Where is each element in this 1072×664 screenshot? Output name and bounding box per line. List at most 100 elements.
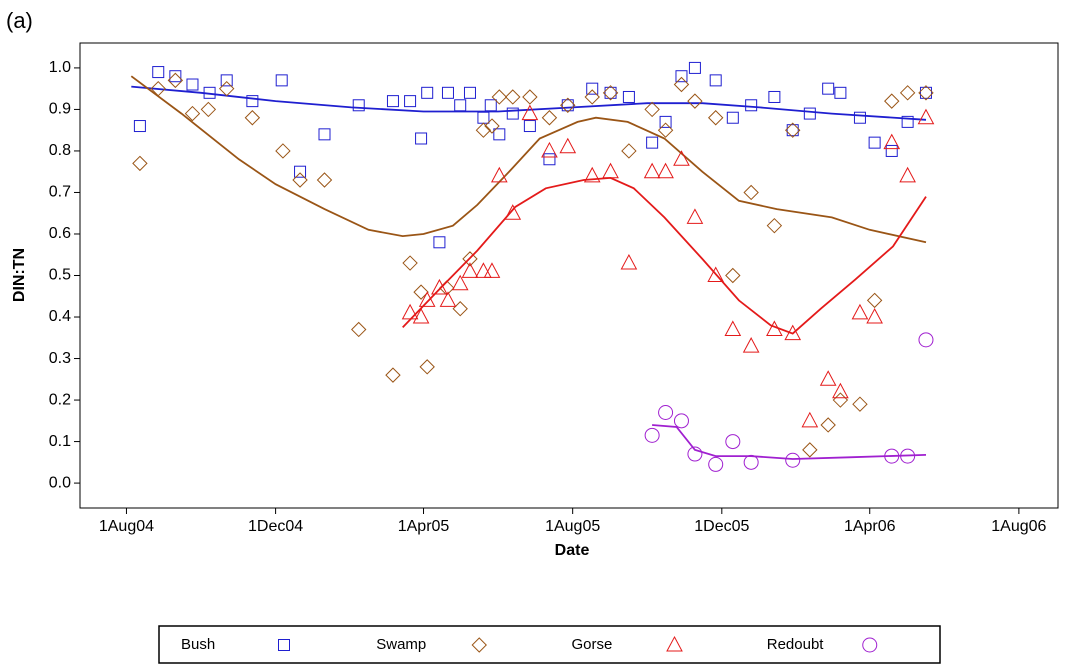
point <box>885 144 898 157</box>
point <box>918 332 934 348</box>
point <box>433 236 446 249</box>
y-tick-label: 0.9 <box>49 101 71 118</box>
point <box>483 262 501 278</box>
point <box>541 110 558 126</box>
point <box>644 427 660 443</box>
y-tick-label: 0.8 <box>49 142 71 159</box>
point <box>643 162 661 179</box>
point <box>318 128 331 141</box>
point <box>133 120 146 133</box>
point <box>785 122 801 138</box>
point <box>186 78 199 91</box>
x-tick-label: 1Dec04 <box>248 518 303 535</box>
point <box>622 90 635 103</box>
point <box>584 89 600 105</box>
legend-marker <box>471 637 487 653</box>
point <box>900 448 916 464</box>
point <box>421 86 434 99</box>
point <box>493 128 506 141</box>
point <box>803 107 816 120</box>
point <box>743 454 759 470</box>
point <box>490 166 508 183</box>
legend-label: Bush <box>181 636 215 653</box>
point <box>462 251 478 267</box>
fit-line <box>131 85 927 121</box>
point <box>454 99 467 112</box>
point <box>385 367 401 383</box>
fit-line <box>402 176 927 335</box>
point <box>431 278 448 295</box>
point <box>658 405 674 421</box>
point <box>707 110 724 126</box>
point <box>687 446 703 462</box>
legend-marker <box>666 635 683 652</box>
x-tick-label: 1Aug06 <box>991 518 1046 535</box>
point <box>167 72 184 89</box>
y-tick-label: 0.6 <box>49 225 71 242</box>
point <box>657 122 674 138</box>
point <box>725 267 741 284</box>
point <box>200 101 217 118</box>
y-tick-label: 0.4 <box>49 308 71 325</box>
point <box>724 320 742 336</box>
point <box>275 143 291 159</box>
point <box>150 80 166 97</box>
point <box>802 442 818 458</box>
point <box>602 162 619 179</box>
point <box>688 61 701 74</box>
point <box>413 284 429 300</box>
legend-marker <box>862 637 878 653</box>
point <box>491 89 508 105</box>
point <box>220 74 233 87</box>
x-axis-title: Date <box>555 542 590 559</box>
point <box>673 150 690 166</box>
point <box>275 74 288 87</box>
point <box>883 133 901 150</box>
point <box>452 301 468 317</box>
x-tick-label: 1Aug04 <box>99 518 154 535</box>
point <box>620 253 638 270</box>
point <box>687 93 703 109</box>
point <box>851 303 869 320</box>
point <box>441 86 454 99</box>
point <box>523 120 536 133</box>
point <box>918 85 934 101</box>
point <box>401 303 419 320</box>
point <box>708 456 724 472</box>
point <box>884 93 900 109</box>
point <box>451 274 469 291</box>
point <box>675 70 688 83</box>
point <box>583 166 601 183</box>
point <box>901 115 914 128</box>
point <box>412 307 430 324</box>
point <box>768 90 781 103</box>
point <box>743 184 759 201</box>
x-tick-label: 1Apr05 <box>398 518 450 535</box>
legend-label: Gorse <box>572 636 613 653</box>
point <box>742 337 760 353</box>
point <box>673 413 689 429</box>
point <box>899 166 916 183</box>
point <box>884 448 900 464</box>
point <box>621 143 637 159</box>
point <box>294 165 307 178</box>
point <box>541 141 558 158</box>
y-tick-label: 0.2 <box>49 391 71 408</box>
point <box>820 417 836 433</box>
point <box>352 99 365 112</box>
point <box>602 85 619 101</box>
point <box>506 107 519 120</box>
point <box>461 262 479 278</box>
point <box>404 95 417 108</box>
legend-label: Redoubt <box>767 636 825 653</box>
point <box>402 255 418 271</box>
point <box>169 70 182 83</box>
point <box>543 153 556 166</box>
plot-frame <box>79 42 1059 509</box>
point <box>246 95 259 108</box>
point <box>184 105 201 122</box>
point <box>801 411 819 428</box>
point <box>292 172 308 188</box>
point <box>866 307 883 324</box>
point <box>673 76 690 93</box>
